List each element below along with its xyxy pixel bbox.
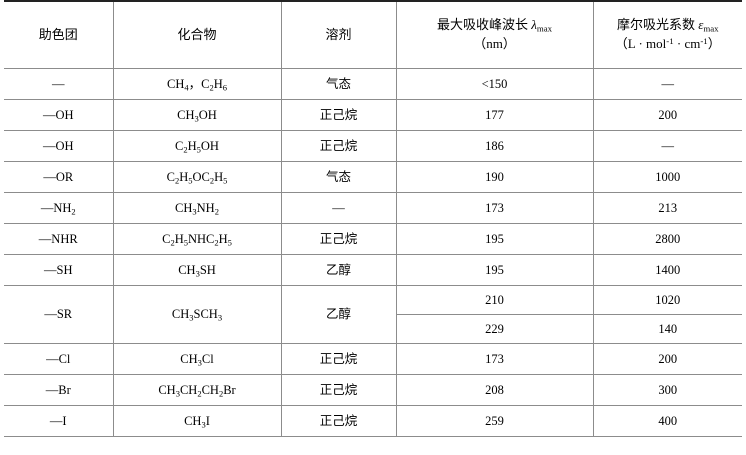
table-row: 229 140 (4, 314, 742, 344)
cell-epsilon: 1020 (593, 285, 742, 315)
column-header-group: 助色团 (4, 0, 114, 69)
cell-lambda: 186 (396, 130, 594, 162)
table-row: —Cl CH3Cl 正己烷 173 200 (4, 343, 742, 375)
table-row: —OH CH3OH 正己烷 177 200 (4, 99, 742, 131)
cell-epsilon: 1400 (593, 254, 742, 286)
cell-solvent: 正己烷 (281, 130, 397, 162)
cell-group: —OH (4, 99, 114, 131)
table-row: —I CH3I 正己烷 259 400 (4, 405, 742, 437)
cell-lambda: 259 (396, 405, 594, 437)
table-row: —NH2 CH3NH2 — 173 213 (4, 192, 742, 224)
cell-group: —SH (4, 254, 114, 286)
table-row: —OH C2H5OH 正己烷 186 — (4, 130, 742, 162)
table-row: —SR CH3SCH3 乙醇 210 1020 (4, 285, 742, 344)
cell-solvent: 正己烷 (281, 374, 397, 406)
table-body: — CH4，C2H6 气态 <150 — —OH CH3OH 正己烷 177 2… (4, 68, 742, 437)
cell-group: —NHR (4, 223, 114, 255)
header-row: 助色团 化合物 溶剂 最大吸收峰波长 λmax （nm） 摩尔吸光系数 εmax… (4, 0, 742, 69)
cell-epsilon: 1000 (593, 161, 742, 193)
cell-epsilon: 400 (593, 405, 742, 437)
column-header-epsilon-unit: （L · mol-1 · cm-1） (614, 36, 721, 51)
cell-compound: C2H5OH (113, 130, 282, 162)
cell-lambda: 208 (396, 374, 594, 406)
column-header-epsilon-main: 摩尔吸光系数 εmax (616, 17, 719, 34)
cell-compound: CH4，C2H6 (113, 68, 282, 100)
column-header-lambda-unit: （nm） (473, 36, 516, 51)
cell-epsilon: 140 (593, 314, 742, 344)
table-row: —Br CH3CH2CH2Br 正己烷 208 300 (4, 374, 742, 406)
table-row: —SH CH3SH 乙醇 195 1400 (4, 254, 742, 286)
cell-group: —OR (4, 161, 114, 193)
cell-group: — (4, 68, 114, 100)
cell-solvent: 正己烷 (281, 223, 397, 255)
cell-lambda: 173 (396, 343, 594, 375)
cell-epsilon: — (593, 68, 742, 100)
table-row: — CH4，C2H6 气态 <150 — (4, 68, 742, 100)
cell-compound: C2H5OC2H5 (113, 161, 282, 193)
cell-group: —I (4, 405, 114, 437)
cell-lambda: 177 (396, 99, 594, 131)
cell-lambda: 195 (396, 254, 594, 286)
cell-compound: CH3SCH3 (113, 285, 282, 344)
column-header-compound: 化合物 (113, 0, 282, 69)
cell-compound: CH3SH (113, 254, 282, 286)
cell-lambda: 229 (396, 314, 594, 344)
cell-solvent: 正己烷 (281, 405, 397, 437)
cell-epsilon: 200 (593, 343, 742, 375)
cell-group: —Br (4, 374, 114, 406)
cell-solvent: 正己烷 (281, 99, 397, 131)
cell-group: —OH (4, 130, 114, 162)
cell-compound: C2H5NHC2H5 (113, 223, 282, 255)
cell-group: —Cl (4, 343, 114, 375)
cell-lambda: <150 (396, 68, 594, 100)
column-header-lambda-max: 最大吸收峰波长 λmax （nm） (396, 0, 594, 69)
cell-lambda: 190 (396, 161, 594, 193)
cell-epsilon: — (593, 130, 742, 162)
cell-lambda: 210 (396, 285, 594, 315)
cell-epsilon: 213 (593, 192, 742, 224)
table-row: —NHR C2H5NHC2H5 正己烷 195 2800 (4, 223, 742, 255)
chromophore-absorption-table: 助色团 化合物 溶剂 最大吸收峰波长 λmax （nm） 摩尔吸光系数 εmax… (4, 0, 742, 437)
cell-compound: CH3Cl (113, 343, 282, 375)
cell-lambda: 195 (396, 223, 594, 255)
table-row: —OR C2H5OC2H5 气态 190 1000 (4, 161, 742, 193)
cell-solvent: 气态 (281, 68, 397, 100)
column-header-lambda-main: 最大吸收峰波长 λmax (436, 17, 553, 34)
cell-solvent: 气态 (281, 161, 397, 193)
cell-solvent: — (281, 192, 397, 224)
cell-solvent: 乙醇 (281, 254, 397, 286)
cell-lambda: 173 (396, 192, 594, 224)
column-header-epsilon-max: 摩尔吸光系数 εmax （L · mol-1 · cm-1） (593, 0, 742, 69)
cell-epsilon: 2800 (593, 223, 742, 255)
cell-epsilon: 300 (593, 374, 742, 406)
cell-group: —SR (4, 285, 114, 344)
cell-compound: CH3NH2 (113, 192, 282, 224)
cell-epsilon: 200 (593, 99, 742, 131)
cell-compound: CH3I (113, 405, 282, 437)
cell-compound: CH3CH2CH2Br (113, 374, 282, 406)
cell-compound: CH3OH (113, 99, 282, 131)
table-header: 助色团 化合物 溶剂 最大吸收峰波长 λmax （nm） 摩尔吸光系数 εmax… (4, 0, 742, 69)
column-header-solvent: 溶剂 (281, 0, 397, 69)
cell-group: —NH2 (4, 192, 114, 224)
cell-solvent: 正己烷 (281, 343, 397, 375)
cell-solvent: 乙醇 (281, 285, 397, 344)
